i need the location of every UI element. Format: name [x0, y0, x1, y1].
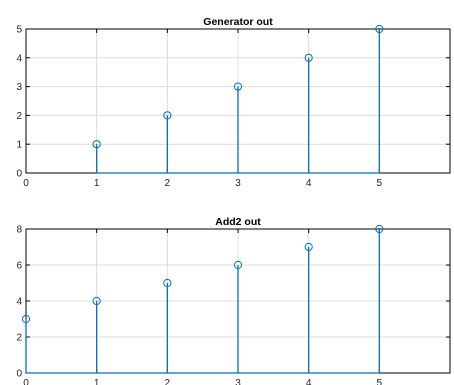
chart-add2-out: 0 1 2 3 4 5 0 2 4 6 8 Add2 out	[16, 216, 451, 385]
x-tick-label: 2	[165, 378, 171, 385]
y-tick-label: 4	[16, 53, 22, 64]
stem-marker	[21, 314, 31, 324]
stem-marker	[304, 53, 313, 62]
x-tick-label: 0	[23, 378, 29, 385]
y-tick-label: 2	[16, 111, 22, 122]
y-tick-label: 3	[16, 82, 22, 93]
stem-marker	[304, 242, 313, 252]
x-tick-label: 4	[306, 378, 312, 385]
x-tick-label: 1	[94, 378, 100, 385]
stem-marker	[92, 296, 101, 306]
x-tick-label: 4	[306, 178, 312, 189]
y-tick-label: 6	[16, 261, 22, 272]
chart-title: Add2 out	[215, 216, 261, 228]
stem-marker	[163, 278, 172, 288]
x-tick-label: 3	[235, 378, 241, 385]
y-tick-label: 0	[16, 369, 22, 380]
stem-marker	[375, 224, 384, 234]
x-tick-label: 5	[377, 178, 383, 189]
stem-marker	[92, 140, 101, 149]
y-tick-label: 8	[16, 225, 22, 236]
y-tick-label: 5	[16, 25, 22, 36]
stem-marker	[163, 111, 172, 120]
stem-marker	[233, 260, 243, 270]
stem-marker	[375, 24, 384, 34]
x-tick-label: 2	[165, 178, 171, 189]
y-tick-label: 1	[16, 140, 22, 151]
chart-generator-out: 0 1 2 3 4 5 0 1 2 3 4 5 Generator out	[16, 16, 451, 189]
stem-marker	[233, 82, 243, 91]
x-tick-label: 0	[23, 178, 29, 189]
chart-title: Generator out	[203, 16, 273, 28]
y-tick-label: 2	[16, 333, 22, 344]
x-tick-label: 3	[235, 178, 241, 189]
y-tick-label: 4	[16, 297, 22, 308]
y-tick-label: 0	[16, 169, 22, 180]
x-tick-label: 1	[94, 178, 100, 189]
x-tick-label: 5	[377, 378, 383, 385]
